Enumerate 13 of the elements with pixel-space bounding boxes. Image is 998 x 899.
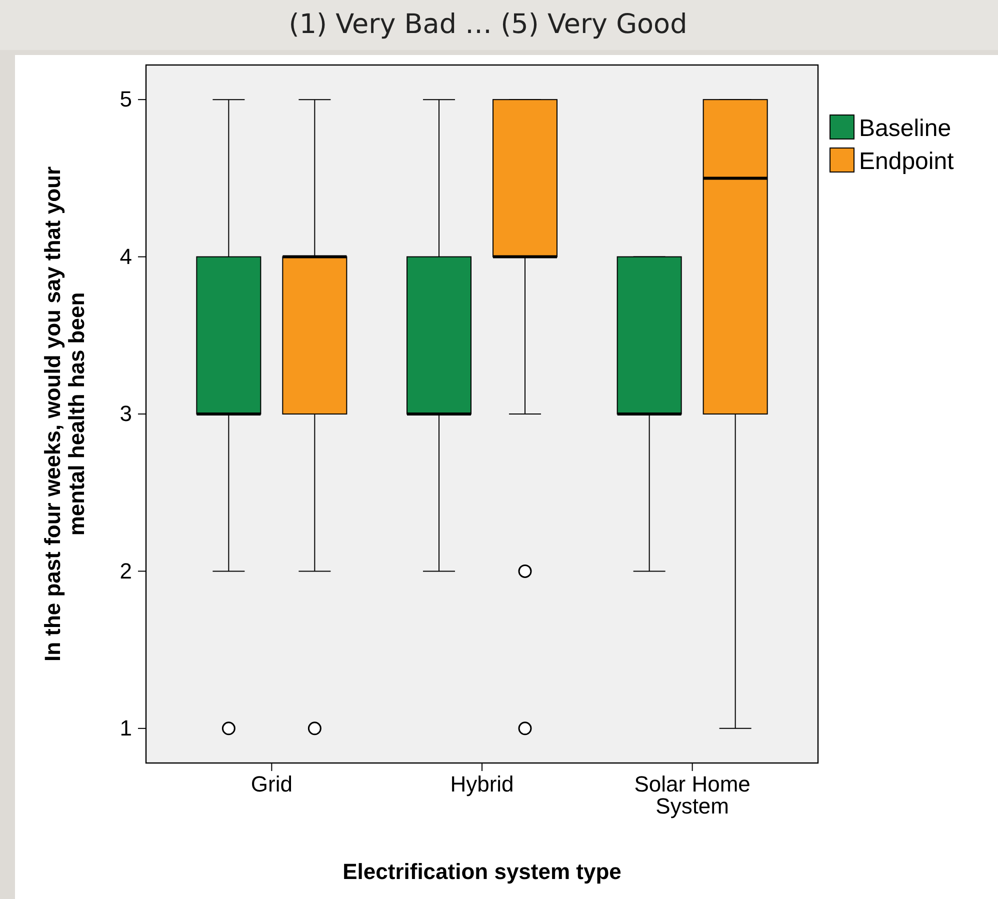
y-tick-label: 4 — [120, 244, 132, 269]
legend-label: Endpoint — [859, 148, 954, 175]
y-tick-label: 3 — [120, 401, 132, 426]
x-tick-label: Hybrid — [450, 772, 514, 797]
y-tick-label: 1 — [120, 715, 132, 740]
y-tick-label: 5 — [120, 86, 132, 112]
x-tick-label: Solar Home System — [634, 772, 750, 819]
y-axis-title: In the past four weeks, would you say that your mental health has been — [40, 166, 89, 662]
legend-label: Baseline — [859, 115, 952, 142]
y-tick-label: 2 — [120, 558, 132, 584]
x-tick-label: Grid — [250, 772, 292, 797]
chart-title: (1) Very Bad … (5) Very Good — [288, 9, 688, 40]
x-axis-title: Electrification system type — [342, 859, 622, 884]
